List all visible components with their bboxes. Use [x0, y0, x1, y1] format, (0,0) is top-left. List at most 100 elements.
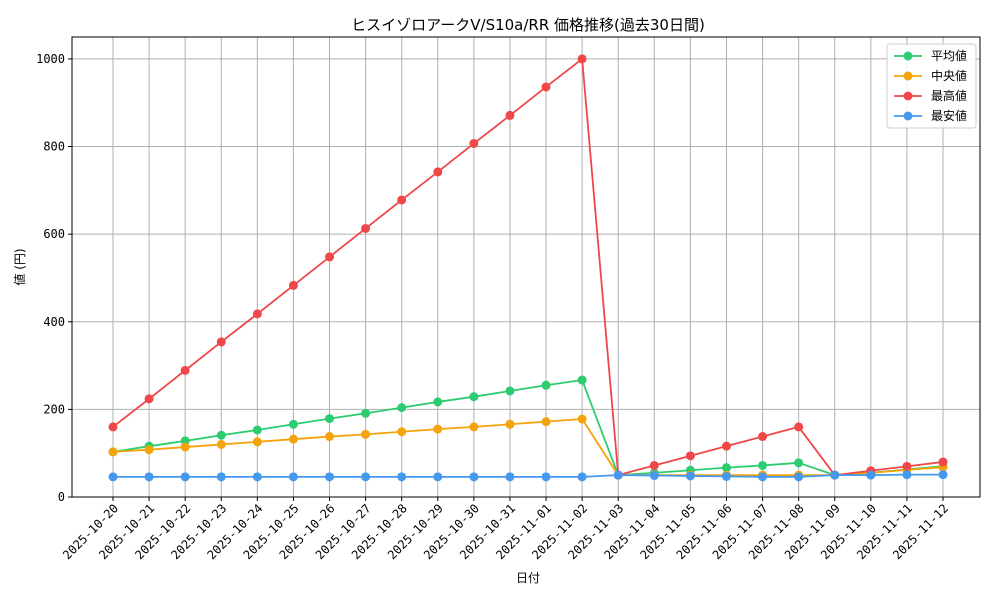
data-point [577, 414, 587, 424]
data-point [144, 445, 154, 455]
data-point [721, 441, 731, 451]
data-point [288, 419, 298, 429]
series-1 [108, 375, 948, 480]
data-point [505, 386, 515, 396]
data-point [252, 309, 262, 319]
data-point [505, 419, 515, 429]
legend-marker [903, 111, 913, 121]
data-point [288, 472, 298, 482]
data-point [721, 471, 731, 481]
y-tick-label: 1000 [36, 52, 65, 66]
data-point [216, 430, 226, 440]
data-point [577, 54, 587, 64]
data-point [361, 408, 371, 418]
data-point [541, 380, 551, 390]
data-point [252, 437, 262, 447]
series-line [112, 58, 944, 476]
legend-label: 最高値 [931, 88, 967, 103]
data-point [469, 422, 479, 432]
data-point [541, 417, 551, 427]
legend-label: 中央値 [931, 68, 967, 83]
data-point [541, 82, 551, 92]
series-3 [108, 54, 948, 480]
y-tick-label: 0 [58, 490, 65, 504]
y-axis: 0 200 400 600 800 1000 [36, 52, 72, 504]
chart-title: ヒスイゾロアークV/S10a/RR 価格推移(過去30日間) [351, 16, 705, 34]
y-tick-label: 400 [43, 315, 65, 329]
data-point [902, 470, 912, 480]
data-point [144, 472, 154, 482]
series-group [108, 54, 948, 482]
data-point [288, 280, 298, 290]
data-point [216, 439, 226, 449]
data-point [505, 472, 515, 482]
legend-item: 最高値 [894, 88, 967, 103]
data-point [108, 447, 118, 457]
data-point [794, 422, 804, 432]
legend-marker [903, 51, 913, 61]
plot-frame [71, 36, 981, 498]
data-point [144, 394, 154, 404]
y-tick-label: 600 [43, 227, 65, 241]
data-point [505, 110, 515, 120]
data-point [469, 138, 479, 148]
series-line [112, 379, 944, 476]
data-point [397, 472, 407, 482]
series-line [112, 418, 944, 476]
y-tick-label: 800 [43, 140, 65, 154]
legend-marker [903, 91, 913, 101]
data-point [361, 429, 371, 439]
data-point [758, 472, 768, 482]
data-point [469, 472, 479, 482]
data-point [830, 470, 840, 480]
data-point [216, 337, 226, 347]
data-point [325, 432, 335, 442]
legend-item: 最安値 [894, 108, 967, 123]
data-point [252, 425, 262, 435]
data-point [794, 472, 804, 482]
data-point [685, 451, 695, 461]
data-point [216, 472, 226, 482]
data-point [397, 195, 407, 205]
data-point [758, 460, 768, 470]
data-point [180, 442, 190, 452]
data-point [433, 397, 443, 407]
data-point [361, 223, 371, 233]
data-point [361, 472, 371, 482]
data-point [433, 167, 443, 177]
data-point [649, 471, 659, 481]
data-point [325, 472, 335, 482]
y-axis-label: 値 (円) [12, 248, 27, 285]
data-point [433, 472, 443, 482]
data-point [938, 457, 948, 467]
series-line [113, 473, 943, 478]
legend-marker [903, 71, 913, 81]
data-point [252, 472, 262, 482]
data-point [758, 432, 768, 442]
data-point [180, 365, 190, 375]
x-axis: 2025-10-202025-10-212025-10-222025-10-23… [60, 497, 951, 562]
data-point [721, 463, 731, 473]
data-point [325, 252, 335, 262]
data-point [794, 458, 804, 468]
data-point [866, 470, 876, 480]
data-point [649, 460, 659, 470]
data-point [108, 472, 118, 482]
data-point [577, 472, 587, 482]
legend-box [886, 43, 977, 129]
data-point [397, 403, 407, 413]
x-axis-label: 日付 [516, 571, 540, 585]
data-point [613, 470, 623, 480]
y-tick-label: 200 [43, 402, 65, 416]
grid [72, 37, 980, 498]
data-point [397, 427, 407, 437]
legend-label: 平均値 [931, 48, 967, 63]
data-point [108, 422, 118, 432]
data-point [685, 471, 695, 481]
data-point [180, 472, 190, 482]
legend-item: 平均値 [894, 48, 967, 63]
data-point [325, 414, 335, 424]
data-point [288, 434, 298, 444]
